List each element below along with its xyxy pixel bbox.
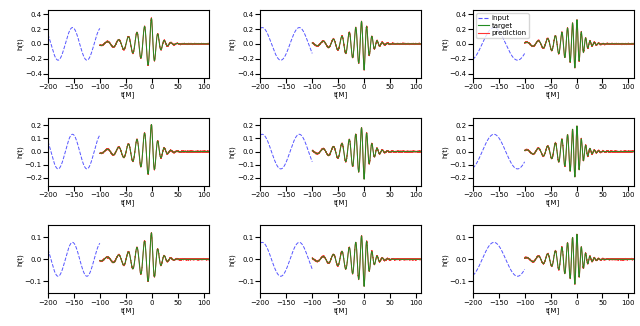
Y-axis label: h(t): h(t) xyxy=(442,253,448,266)
X-axis label: t[M]: t[M] xyxy=(122,92,136,98)
X-axis label: t[M]: t[M] xyxy=(333,92,348,98)
Y-axis label: h(t): h(t) xyxy=(17,37,24,50)
X-axis label: t[M]: t[M] xyxy=(333,307,348,314)
Legend: input, target, prediction: input, target, prediction xyxy=(476,13,529,38)
X-axis label: t[M]: t[M] xyxy=(333,199,348,206)
Y-axis label: h(t): h(t) xyxy=(442,145,448,158)
X-axis label: t[M]: t[M] xyxy=(546,92,560,98)
Y-axis label: h(t): h(t) xyxy=(229,253,236,266)
X-axis label: t[M]: t[M] xyxy=(546,199,560,206)
Y-axis label: h(t): h(t) xyxy=(229,145,236,158)
Y-axis label: h(t): h(t) xyxy=(442,37,448,50)
X-axis label: t[M]: t[M] xyxy=(122,199,136,206)
Y-axis label: h(t): h(t) xyxy=(229,37,236,50)
Y-axis label: h(t): h(t) xyxy=(17,145,23,158)
X-axis label: t[M]: t[M] xyxy=(546,307,560,314)
Y-axis label: h(t): h(t) xyxy=(17,253,23,266)
X-axis label: t[M]: t[M] xyxy=(122,307,136,314)
